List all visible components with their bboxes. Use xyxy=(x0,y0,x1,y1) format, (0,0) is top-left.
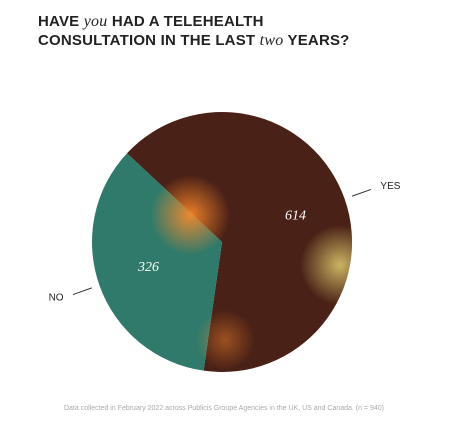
footnote: Data collected in February 2022 across P… xyxy=(64,405,384,412)
title-part: two xyxy=(259,32,284,49)
title-part: HAVE xyxy=(38,13,80,30)
title-part: you xyxy=(83,13,108,30)
category-label: NO xyxy=(49,293,64,304)
title-part: HAD A TELEHEALTH xyxy=(111,13,264,30)
title-part: YEARS? xyxy=(287,32,350,49)
value-label: 326 xyxy=(137,260,159,275)
chart-title: HAVE you HAD A TELEHEALTH CONSULTATION I… xyxy=(38,12,350,50)
title-part: CONSULTATION IN THE LAST xyxy=(38,32,256,49)
leader-line xyxy=(72,287,93,296)
leader-line xyxy=(351,188,372,197)
value-label: 614 xyxy=(285,208,306,223)
category-label: YES xyxy=(380,181,400,192)
pie-slice xyxy=(92,153,222,371)
pie xyxy=(92,112,352,373)
